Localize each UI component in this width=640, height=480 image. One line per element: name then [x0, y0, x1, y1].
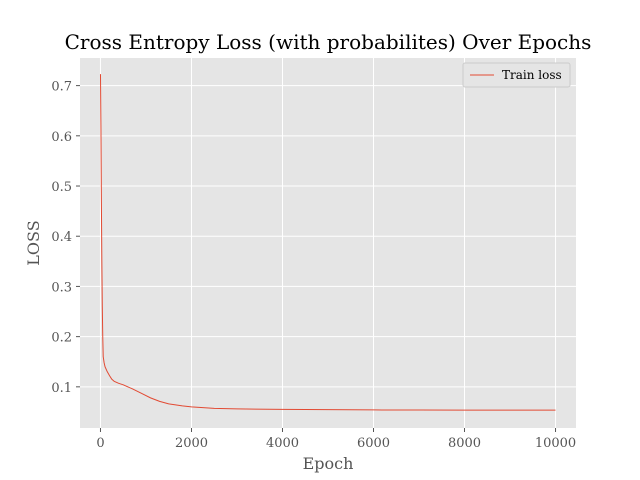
- x-axis-label: Epoch: [303, 454, 354, 473]
- y-axis-label: LOSS: [24, 220, 43, 265]
- series-layer: [99, 74, 556, 411]
- y-tick-label: 0.5: [51, 180, 72, 195]
- y-tick-label: 0.2: [51, 331, 72, 346]
- legend: Train loss: [462, 62, 571, 88]
- x-tick-label: 10000: [535, 436, 576, 451]
- y-tick-label: 0.6: [51, 130, 72, 145]
- y-axis: 0.1 0.2 0.3 0.4 0.5 0.6 0.7: [51, 80, 80, 396]
- x-tick-label: 4000: [266, 436, 299, 451]
- x-tick-label: 6000: [357, 436, 390, 451]
- y-tick-label: 0.4: [51, 230, 72, 245]
- chart-title: Cross Entropy Loss (with probabilites) O…: [65, 30, 592, 54]
- series-line-train-loss: [99, 74, 556, 411]
- x-tick-label: 0: [96, 436, 104, 451]
- x-axis: 0 2000 4000 6000 8000 10000: [96, 428, 576, 451]
- x-tick-label: 2000: [175, 436, 208, 451]
- grid: [80, 58, 576, 428]
- plot-area: [80, 58, 576, 428]
- y-tick-label: 0.1: [51, 381, 72, 396]
- legend-box: [462, 62, 571, 88]
- y-tick-label: 0.3: [51, 280, 72, 295]
- x-tick-label: 8000: [448, 436, 481, 451]
- y-tick-label: 0.7: [51, 80, 72, 95]
- legend-label-train-loss: Train loss: [502, 68, 562, 82]
